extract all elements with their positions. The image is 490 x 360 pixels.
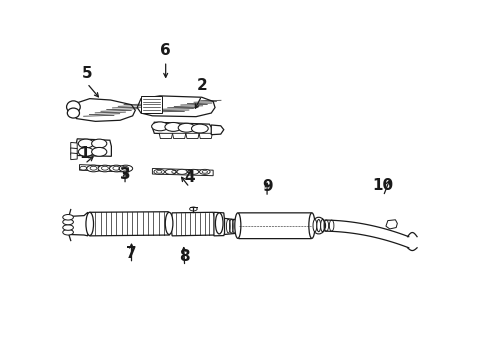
Polygon shape [186, 133, 199, 139]
Ellipse shape [67, 101, 80, 113]
Ellipse shape [320, 220, 324, 232]
Text: 4: 4 [184, 170, 195, 185]
Ellipse shape [92, 139, 107, 148]
Polygon shape [71, 143, 77, 149]
Text: 10: 10 [373, 179, 394, 193]
Polygon shape [172, 133, 186, 139]
Polygon shape [386, 220, 397, 229]
Ellipse shape [199, 169, 210, 174]
Ellipse shape [63, 229, 74, 235]
Ellipse shape [165, 212, 173, 234]
Polygon shape [199, 133, 212, 139]
Polygon shape [141, 96, 162, 113]
Ellipse shape [177, 169, 187, 174]
Ellipse shape [165, 122, 182, 131]
Text: 8: 8 [179, 248, 190, 264]
Ellipse shape [216, 213, 223, 234]
Ellipse shape [63, 215, 74, 220]
Ellipse shape [154, 169, 165, 174]
Ellipse shape [109, 165, 123, 172]
Ellipse shape [151, 122, 169, 131]
Ellipse shape [63, 219, 74, 225]
Polygon shape [159, 133, 172, 139]
Text: 1: 1 [79, 146, 90, 161]
Ellipse shape [309, 213, 315, 238]
Polygon shape [214, 212, 224, 236]
Ellipse shape [78, 139, 94, 148]
Ellipse shape [86, 212, 94, 235]
Ellipse shape [78, 148, 94, 156]
Ellipse shape [92, 148, 107, 156]
Text: 5: 5 [82, 66, 93, 81]
Ellipse shape [235, 213, 241, 238]
Polygon shape [152, 168, 213, 176]
Ellipse shape [98, 165, 112, 172]
Ellipse shape [192, 124, 208, 133]
Polygon shape [79, 165, 129, 172]
Polygon shape [69, 212, 88, 236]
Ellipse shape [313, 220, 317, 232]
Text: 6: 6 [160, 44, 171, 58]
Polygon shape [137, 96, 215, 117]
Polygon shape [171, 212, 215, 236]
Ellipse shape [188, 169, 199, 174]
Polygon shape [75, 139, 111, 156]
Ellipse shape [63, 225, 74, 230]
Polygon shape [211, 125, 224, 135]
Ellipse shape [317, 220, 320, 232]
Ellipse shape [87, 165, 100, 172]
Text: 7: 7 [126, 246, 137, 261]
Polygon shape [152, 122, 213, 135]
Polygon shape [71, 153, 77, 159]
Polygon shape [71, 148, 77, 155]
Text: 2: 2 [196, 78, 207, 93]
Polygon shape [88, 212, 170, 236]
Polygon shape [71, 99, 135, 121]
Ellipse shape [178, 123, 195, 132]
Ellipse shape [119, 165, 133, 172]
Text: 3: 3 [120, 167, 130, 182]
Polygon shape [237, 213, 313, 239]
Ellipse shape [67, 108, 79, 118]
Ellipse shape [312, 217, 325, 234]
Text: 9: 9 [262, 179, 272, 194]
Ellipse shape [165, 169, 176, 174]
